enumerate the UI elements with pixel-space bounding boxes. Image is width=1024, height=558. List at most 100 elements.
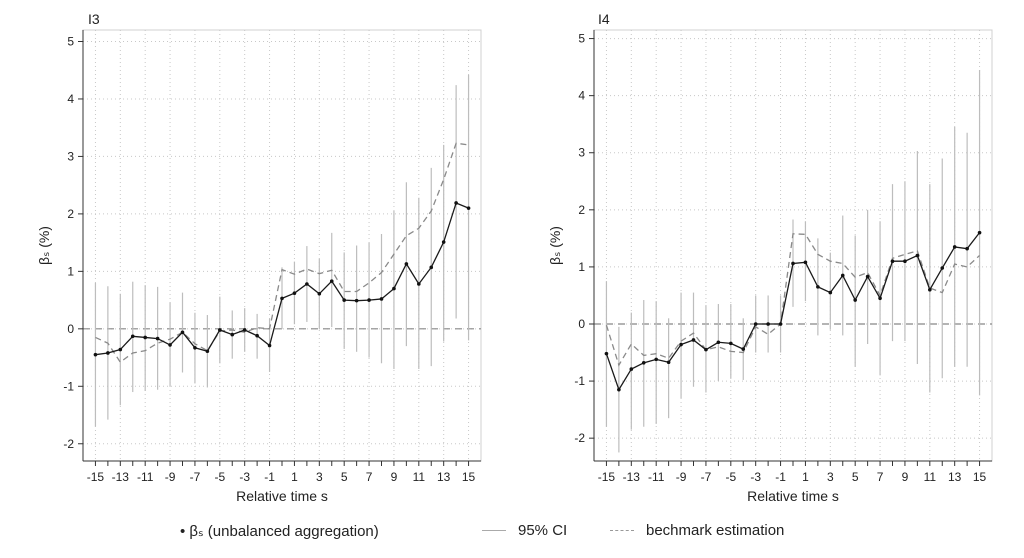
x-tick-label: -5 xyxy=(725,470,736,484)
legend-label-ci: 95% CI xyxy=(518,522,568,539)
x-tick-label: -7 xyxy=(190,470,201,484)
beta-point xyxy=(180,330,185,335)
beta-point xyxy=(865,274,870,279)
beta-point xyxy=(816,285,820,289)
beta-point xyxy=(952,245,957,249)
beta-point xyxy=(890,259,895,263)
beta-point xyxy=(168,343,172,347)
y-tick-label: 0 xyxy=(67,322,74,336)
y-axis-title: βₛ (%) xyxy=(36,226,52,265)
x-tick-label: -11 xyxy=(648,470,665,484)
beta-point xyxy=(654,357,658,362)
beta-point xyxy=(704,347,708,352)
beta-point xyxy=(93,352,98,357)
x-axis-title: Relative time s xyxy=(747,488,839,504)
beta-point xyxy=(466,206,471,210)
beta-point xyxy=(679,342,683,347)
beta-point xyxy=(218,328,222,332)
y-tick-label: 5 xyxy=(67,34,74,48)
x-tick-label: 5 xyxy=(852,470,859,484)
beta-point xyxy=(604,351,609,356)
x-tick-label: 13 xyxy=(948,470,962,484)
x-tick-label: -13 xyxy=(112,470,130,484)
beta-point xyxy=(965,246,969,251)
beta-point xyxy=(242,328,247,332)
beta-point xyxy=(205,349,210,354)
y-tick-label: 1 xyxy=(578,260,585,274)
beta-point xyxy=(666,360,671,365)
beta-point xyxy=(193,345,197,350)
x-tick-label: -3 xyxy=(239,470,250,484)
beta-point xyxy=(716,340,721,345)
beta-point xyxy=(230,332,235,337)
beta-point xyxy=(429,265,434,270)
beta-point xyxy=(753,322,758,326)
beta-point xyxy=(617,387,621,392)
legend-label-beta: • βₛ (unbalanced aggregation) xyxy=(180,523,379,540)
beta-point xyxy=(741,347,746,351)
x-tick-label: 5 xyxy=(341,470,348,484)
x-tick-label: 1 xyxy=(802,470,809,484)
beta-point xyxy=(379,297,384,301)
beta-point xyxy=(367,298,371,302)
beta-point xyxy=(267,343,272,348)
beta-point xyxy=(354,298,359,303)
benchmark-series-line xyxy=(605,233,981,367)
x-tick-label: 13 xyxy=(437,470,451,484)
panel-label: I4 xyxy=(598,11,610,27)
beta-point xyxy=(803,260,808,265)
beta-point xyxy=(853,298,857,302)
legend-label-benchmark: bechmark estimation xyxy=(646,522,785,539)
beta-point xyxy=(417,282,421,286)
x-tick-label: -15 xyxy=(87,470,105,484)
y-tick-label: 3 xyxy=(67,149,74,163)
beta-point xyxy=(977,230,982,235)
beta-point xyxy=(928,287,932,292)
beta-point xyxy=(342,298,346,302)
x-tick-label: -1 xyxy=(264,470,275,484)
x-tick-label: -13 xyxy=(623,470,641,484)
beta-point xyxy=(130,334,135,339)
beta-point xyxy=(903,259,907,263)
legend: • βₛ (unbalanced aggregation) 95% CI bec… xyxy=(0,522,1024,548)
y-tick-label: -1 xyxy=(63,379,74,393)
beta-point xyxy=(828,290,833,295)
x-tick-label: -1 xyxy=(775,470,786,484)
beta-point xyxy=(729,341,733,346)
x-tick-label: -3 xyxy=(750,470,761,484)
beta-point xyxy=(778,322,783,326)
panel-label: I3 xyxy=(88,11,100,27)
beta-point xyxy=(441,240,446,244)
beta-point xyxy=(404,262,409,266)
legend-swatch-benchmark xyxy=(610,530,634,531)
plot-frame xyxy=(82,29,482,462)
beta-point xyxy=(791,261,795,266)
y-tick-label: 4 xyxy=(67,92,74,106)
beta-point xyxy=(255,333,259,338)
x-tick-label: 7 xyxy=(877,470,884,484)
y-tick-label: 1 xyxy=(67,264,74,278)
beta-point xyxy=(840,273,845,278)
beta-point xyxy=(329,279,334,283)
legend-item-beta: • βₛ (unbalanced aggregation) xyxy=(180,522,379,540)
beta-point xyxy=(118,347,123,352)
y-tick-label: 3 xyxy=(578,146,585,160)
y-tick-label: 0 xyxy=(578,317,585,331)
x-tick-label: 11 xyxy=(924,470,937,484)
x-tick-label: -9 xyxy=(165,470,176,484)
beta-point xyxy=(292,291,297,295)
y-tick-label: 5 xyxy=(578,32,585,46)
y-tick-label: 2 xyxy=(67,207,74,221)
x-tick-label: 9 xyxy=(902,470,909,484)
beta-point xyxy=(155,336,160,341)
y-tick-label: -2 xyxy=(63,437,74,451)
beta-point xyxy=(940,266,945,270)
y-tick-label: -1 xyxy=(574,374,585,388)
beta-point xyxy=(106,351,110,355)
beta-point xyxy=(878,296,882,301)
beta-point xyxy=(280,296,284,301)
